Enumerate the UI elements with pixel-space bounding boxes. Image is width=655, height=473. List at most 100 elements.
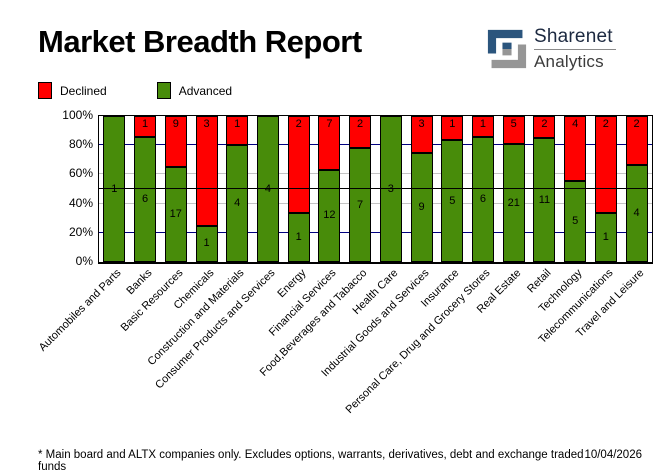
bar-segment-declined: 2 [287,116,310,214]
bar: 9 17 [164,116,187,262]
bar-segment-advanced: 9 [410,152,433,262]
gridline [99,173,652,175]
bar-value-declined: 1 [234,118,241,130]
bar-value-advanced: 6 [479,192,487,205]
bar-segment-declined: 4 [564,116,587,181]
bar-value-declined: 1 [142,118,149,130]
bar-segment-declined: 2 [533,116,556,139]
legend-item: Advanced [156,82,233,99]
bar-value-advanced: 17 [169,207,182,220]
bar-column: 7 12 [314,116,345,262]
bar-segment-advanced: 6 [134,136,157,262]
legend-label: Advanced [178,83,233,98]
bar-column: 4 [253,116,284,262]
y-axis-label: 100% [62,108,93,122]
bar-value-declined: 1 [449,118,456,130]
sharenet-logo-icon [487,29,527,68]
bar-value-advanced: 1 [295,231,302,244]
bar-segment-declined: 2 [625,116,648,165]
bar-segment-advanced: 1 [195,225,218,262]
sharenet-logo: Sharenet Analytics [487,27,616,70]
bar-segment-advanced: 5 [564,180,587,262]
bar-value-advanced: 1 [203,237,210,250]
bar-segment-declined: 3 [195,116,218,226]
bar-value-advanced: 5 [572,214,579,227]
bar-segment-advanced: 1 [594,213,617,262]
bar-column: 3 [375,116,406,262]
bar: 3 [379,116,402,262]
bar-segment-declined: 1 [471,116,494,137]
bar-value-advanced: 4 [265,183,271,195]
bar-value-declined: 2 [541,118,548,130]
gridline [99,144,652,146]
bar-value-advanced: 11 [538,193,551,206]
bar-column: 2 11 [529,116,560,262]
bar: 2 11 [533,116,556,262]
bar-value-advanced: 1 [602,231,609,244]
bar-segment-advanced: 6 [471,136,494,262]
y-axis-label: 20% [68,224,93,239]
legend-swatch-icon [156,82,171,99]
bar-segment-declined: 5 [502,116,525,145]
bar-value-declined: 5 [510,118,517,130]
y-axis-label: 40% [68,195,93,210]
bar: 1 [103,116,126,262]
bar-column: 1 [99,116,130,262]
bar: 7 12 [318,116,341,262]
y-axis-label: 80% [68,137,93,152]
bar-segment-declined: 1 [441,116,464,141]
bar: 5 21 [502,116,525,262]
bar-value-declined: 3 [418,118,425,130]
bar-value-advanced: 7 [357,198,364,211]
y-axis-label: 60% [68,166,93,181]
bar-segment-advanced: 4 [256,116,279,262]
bars: 1169173114421712273391516521211452124 [99,116,652,262]
bar-segment-declined: 2 [594,116,617,214]
bar-column: 9 17 [160,116,191,262]
bar-value-declined: 1 [479,118,487,130]
bar-value-advanced: 21 [507,196,520,209]
bar-segment-declined: 7 [318,116,341,170]
bar-value-advanced: 4 [633,206,640,219]
bar-segment-advanced: 11 [533,138,556,262]
bar-segment-advanced: 12 [318,169,341,262]
bar-segment-advanced: 1 [287,213,310,262]
bar-value-advanced: 12 [323,209,336,222]
bar-segment-advanced: 3 [379,116,402,262]
bar-value-advanced: 9 [418,200,425,213]
bar: 4 [256,116,279,262]
bar-value-declined: 4 [572,118,579,130]
bar-segment-declined: 1 [226,116,249,146]
bar-segment-declined: 2 [349,116,372,149]
gridline [99,202,652,204]
bar-value-declined: 3 [203,118,210,130]
bar-value-advanced: 5 [449,194,456,207]
midline-50pct [99,188,652,189]
brand-name: Sharenet [534,26,613,47]
bar-value-advanced: 3 [388,183,394,195]
bar-segment-declined: 9 [164,116,187,167]
brand-division: Analytics [534,52,604,71]
bar-value-advanced: 6 [142,192,149,205]
bar-segment-advanced: 17 [164,166,187,262]
chart-legend: Declined Advanced [38,82,232,99]
bar-value-declined: 7 [326,118,333,130]
brand-divider [534,49,616,50]
